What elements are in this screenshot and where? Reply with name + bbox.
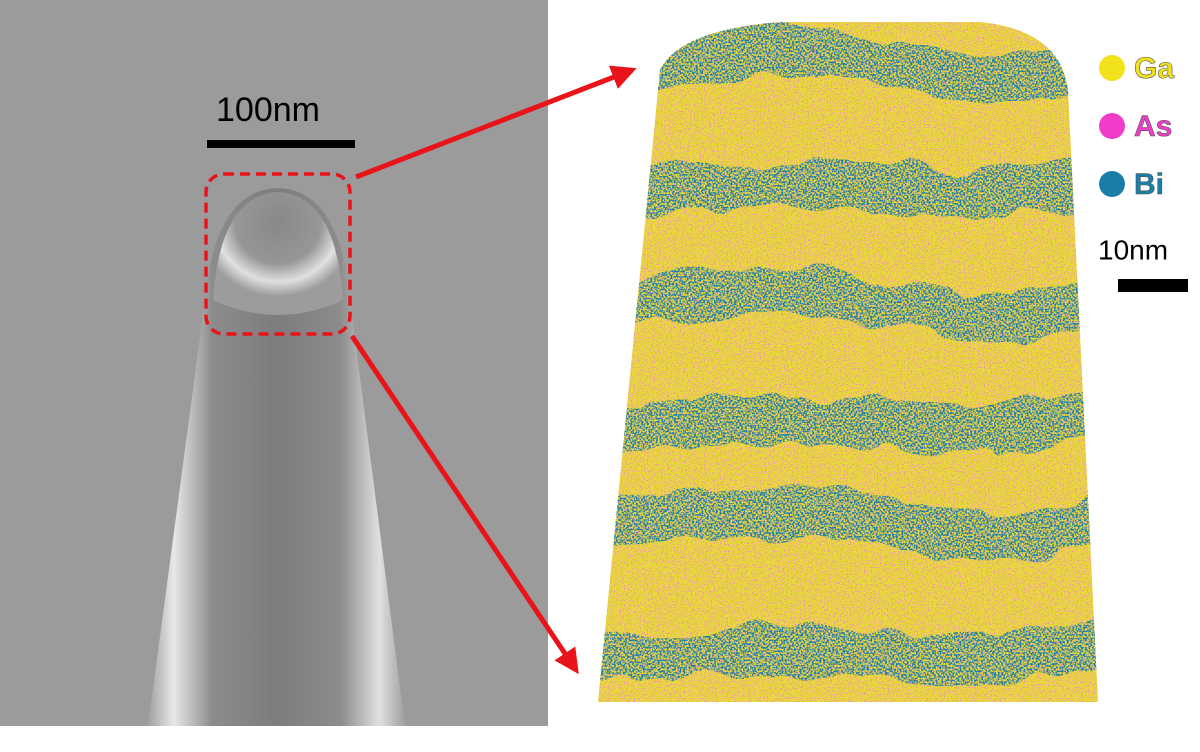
sem-tip-cap	[213, 192, 343, 315]
legend-label: Bi	[1134, 168, 1164, 201]
legend-swatch	[1099, 171, 1125, 197]
scale-bar	[207, 140, 355, 148]
zoom-arrow	[349, 334, 579, 675]
apt-as	[598, 22, 1098, 702]
apt-reconstruction	[598, 22, 1098, 702]
legend: Ga As Bi	[1099, 52, 1175, 201]
bi-band	[598, 29, 1098, 103]
apt-bi-bands	[598, 29, 1098, 684]
zoom-arrow	[355, 65, 637, 180]
legend-swatch	[1099, 55, 1125, 81]
apt-scale-bar-label: 10nm	[1098, 234, 1168, 265]
apt-scale-bar	[1118, 279, 1188, 292]
bi-band	[598, 387, 1098, 454]
bi-band	[598, 267, 1098, 341]
bi-band	[598, 487, 1098, 561]
bi-band	[598, 152, 1098, 219]
legend-label: As	[1134, 110, 1172, 143]
legend-label: Ga	[1134, 52, 1174, 85]
zoom-box	[204, 172, 352, 336]
sem-tip	[148, 188, 405, 726]
apt-bi-waves	[598, 29, 1098, 684]
legend-swatch	[1099, 113, 1125, 139]
bi-band	[598, 617, 1098, 684]
scale-bar-label: 100nm	[216, 91, 320, 129]
sem-panel: 100nm	[0, 0, 548, 726]
